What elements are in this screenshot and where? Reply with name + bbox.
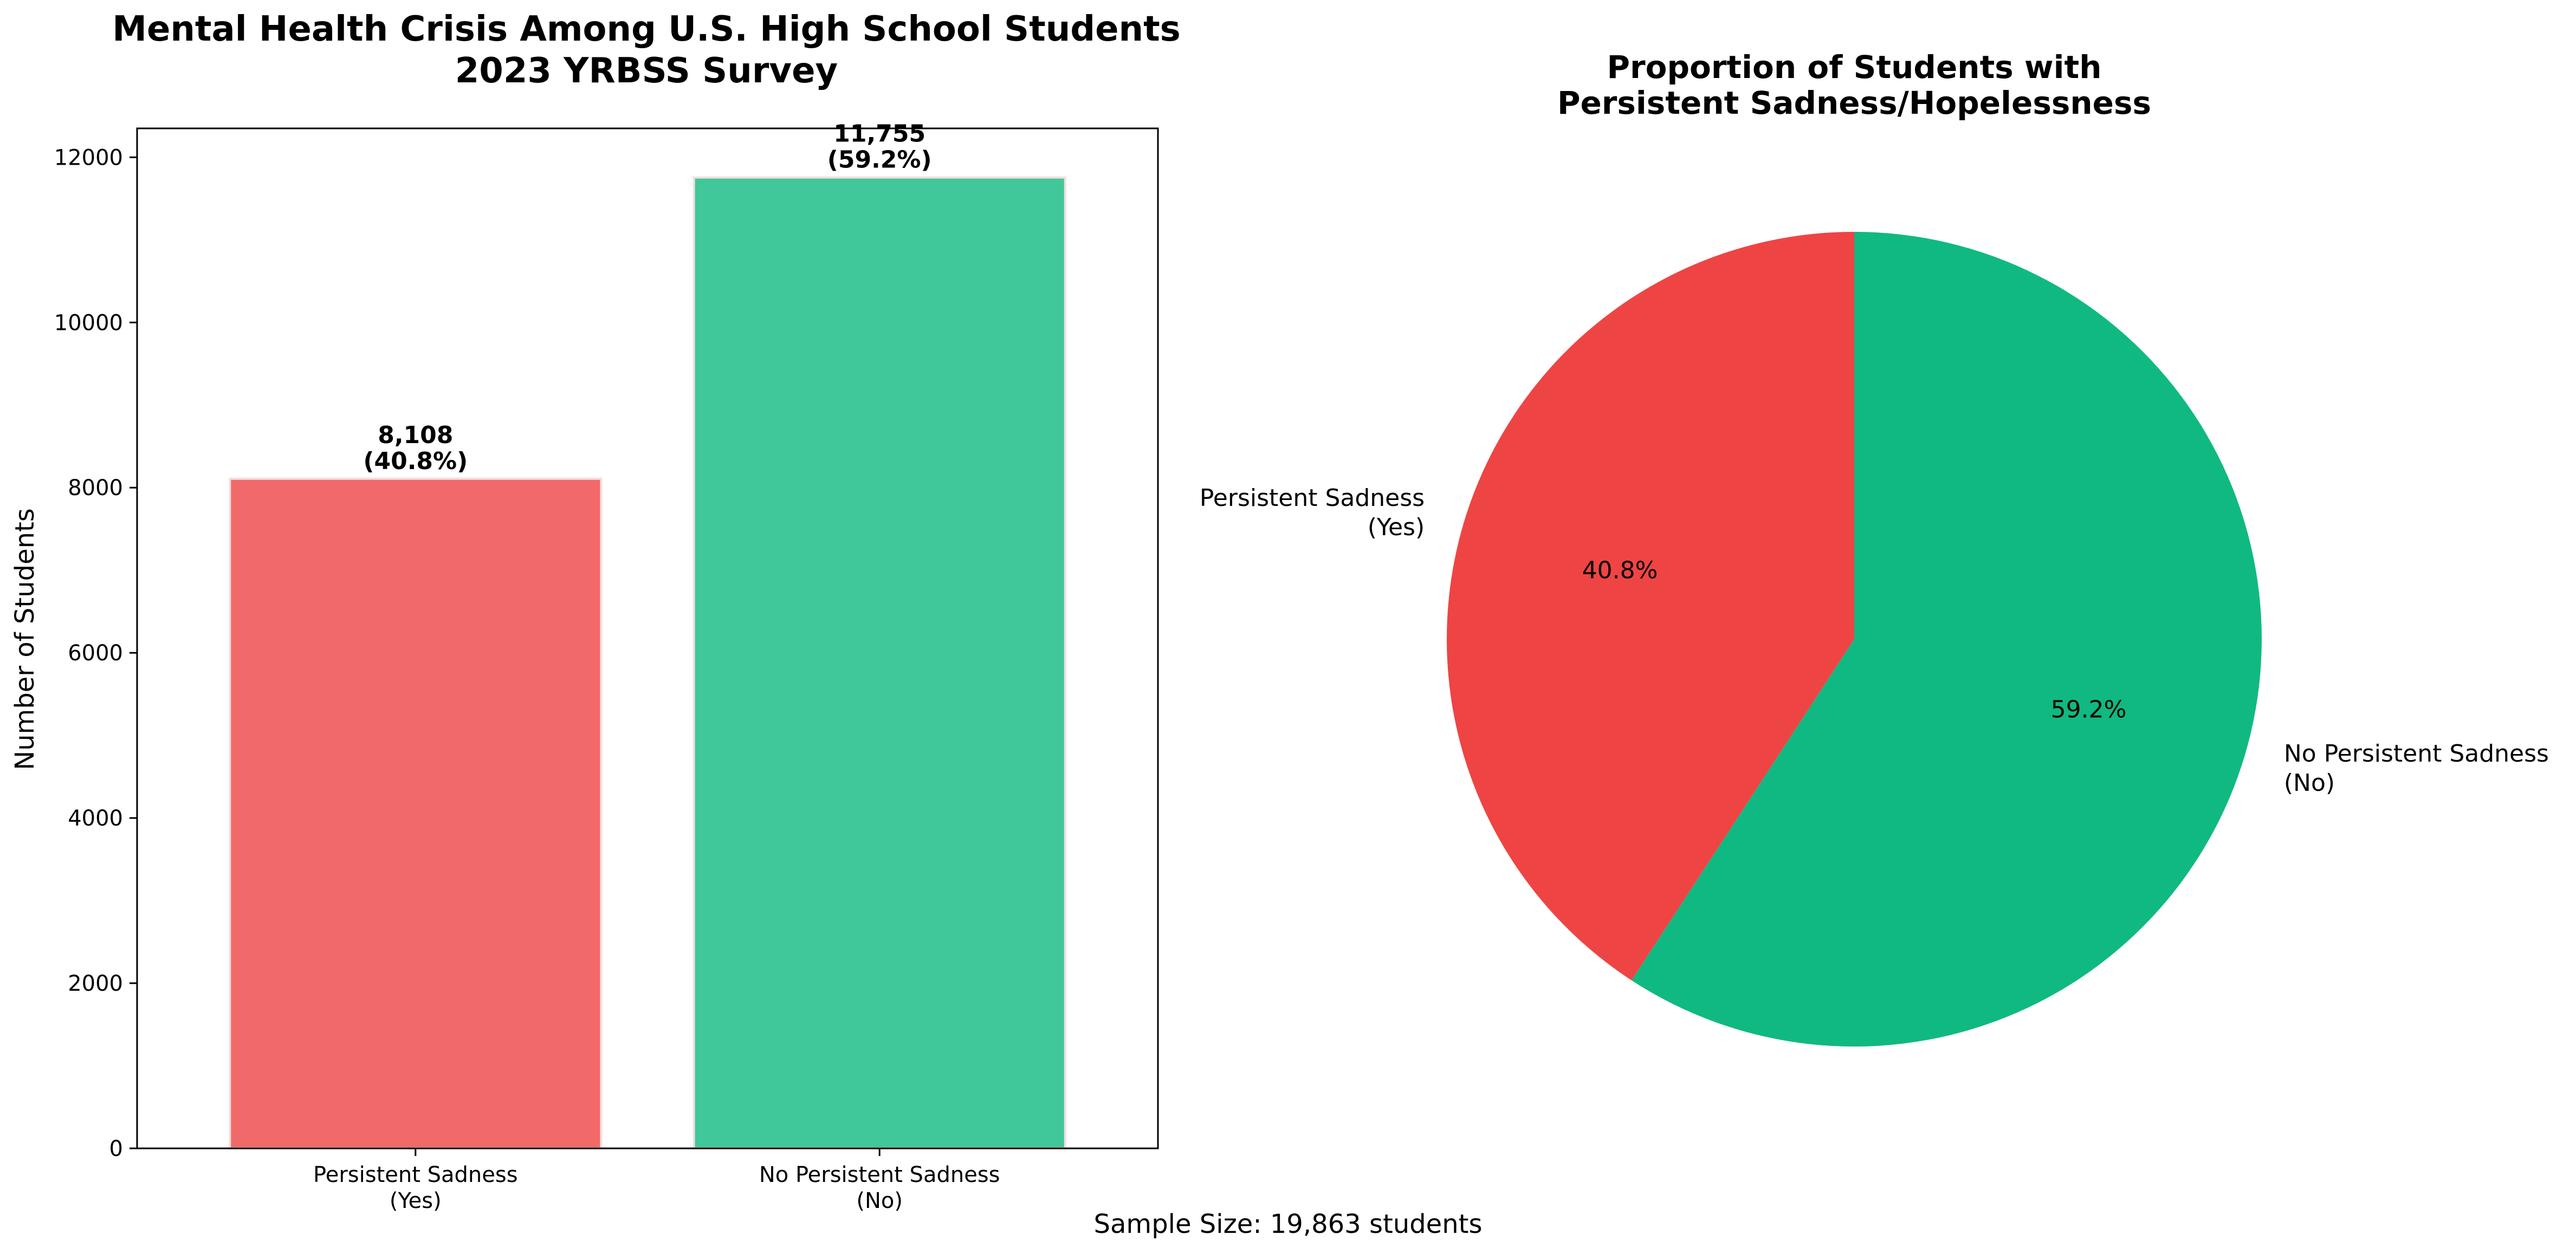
- y-tick-label: 10000: [54, 310, 123, 335]
- pie-slice-label: No Persistent Sadness: [2284, 740, 2549, 768]
- y-tick-label: 6000: [68, 641, 123, 666]
- pie-slice: [1447, 232, 1854, 980]
- x-tick-label: (No): [856, 1188, 903, 1213]
- bar-series: [229, 176, 1066, 1149]
- y-axis-label: Number of Students: [10, 508, 40, 770]
- pie-slice-label: (No): [2284, 769, 2335, 797]
- pie-percent-label: 59.2%: [2051, 696, 2127, 724]
- x-axis-ticks: Persistent Sadness(Yes) No Persistent Sad…: [313, 1148, 1000, 1213]
- bar-value-percent: (59.2%): [827, 146, 932, 174]
- y-axis-ticks: 0 2000 4000 6000 8000 10000 12000: [54, 145, 137, 1161]
- x-tick-label: (Yes): [390, 1188, 442, 1213]
- bar-chart-title: Mental Health Crisis Among U.S. High Sch…: [112, 9, 1181, 49]
- bar-value-count: 8,108: [378, 421, 453, 449]
- pie-chart-title-line1: Proportion of Students with: [1607, 49, 2102, 86]
- plot-frame: [136, 127, 1159, 1149]
- y-tick-label: 4000: [68, 806, 123, 831]
- y-tick-label: 12000: [54, 145, 123, 170]
- pie-chart-title-line2: Persistent Sadness/Hopelessness: [1557, 85, 2151, 121]
- bar: [229, 477, 603, 1149]
- bar-chart-subtitle: 2023 YRBSS Survey: [455, 51, 838, 91]
- bar-value-labels: 8,108(40.8%) 11,755(59.2%): [363, 120, 931, 475]
- y-tick-label: 0: [109, 1136, 123, 1161]
- pie-percent-labels: 40.8% 59.2%: [1582, 556, 2127, 723]
- y-tick-label: 2000: [68, 971, 123, 996]
- y-tick-label: 8000: [68, 476, 123, 501]
- bar-chart: Mental Health Crisis Among U.S. High Sch…: [10, 9, 1181, 1213]
- pie-slice-labels: Persistent Sadness(Yes) No Persistent Sad…: [1200, 484, 2549, 797]
- x-tick-label: Persistent Sadness: [313, 1162, 518, 1187]
- pie-slice: [1632, 232, 2262, 1047]
- x-tick-label: No Persistent Sadness: [759, 1162, 1000, 1187]
- pie-slices: [1447, 232, 2262, 1047]
- bar: [692, 176, 1066, 1149]
- pie-slice-label: (Yes): [1368, 514, 1425, 541]
- pie-percent-label: 40.8%: [1582, 556, 1658, 584]
- bar-value-count: 11,755: [833, 120, 925, 148]
- sample-size-note: Sample Size: 19,863 students: [1094, 1209, 1483, 1239]
- pie-slice-label: Persistent Sadness: [1200, 484, 1425, 512]
- pie-chart: Proportion of Students with Persistent S…: [1200, 49, 2549, 1047]
- bar-value-percent: (40.8%): [363, 447, 468, 475]
